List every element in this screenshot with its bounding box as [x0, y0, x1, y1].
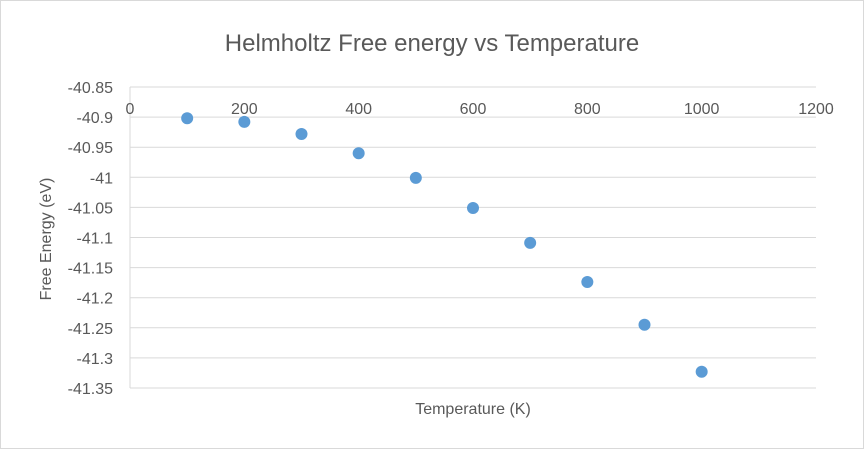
data-point: [181, 112, 194, 125]
y-tick-label: -41.35: [68, 381, 113, 398]
data-point: [524, 236, 537, 249]
y-tick-label: -41.2: [77, 291, 114, 308]
y-axis-title: Free Energy (eV): [38, 178, 55, 301]
x-tick-label: 800: [574, 101, 601, 118]
gridlines: [129, 86, 816, 389]
y-tick-label: -41.05: [68, 200, 113, 217]
data-points: [181, 112, 708, 378]
y-tick-label: -41: [90, 170, 113, 187]
data-point: [638, 318, 651, 331]
data-point: [581, 276, 594, 289]
x-axis-ticks: 0 200 400 600 800 1000 1200: [126, 101, 834, 118]
data-point: [409, 171, 422, 184]
y-tick-label: -41.3: [77, 351, 114, 368]
y-tick-label: -41.15: [68, 261, 113, 278]
y-axis-ticks: -40.85 -40.9 -40.95 -41 -41.05 -41.1 -41.15 -41…: [68, 80, 113, 398]
x-tick-label: 600: [460, 101, 487, 118]
y-tick-label: -40.9: [77, 110, 114, 127]
data-point: [352, 147, 365, 160]
x-tick-label: 0: [126, 101, 135, 118]
x-tick-label: 1000: [684, 101, 720, 118]
x-tick-label: 200: [231, 101, 258, 118]
y-tick-label: -41.1: [77, 231, 114, 248]
x-axis-title: Temperature (K): [415, 401, 531, 418]
y-tick-label: -40.95: [68, 140, 113, 157]
chart-title: Helmholtz Free energy vs Temperature: [225, 30, 639, 57]
data-point: [238, 115, 251, 128]
data-point: [295, 127, 308, 140]
y-tick-label: -41.25: [68, 321, 113, 338]
data-point: [695, 365, 708, 378]
data-point: [467, 202, 479, 215]
x-tick-label: 400: [345, 101, 372, 118]
x-tick-label: 1200: [798, 101, 834, 118]
y-tick-label: -40.85: [68, 80, 113, 97]
